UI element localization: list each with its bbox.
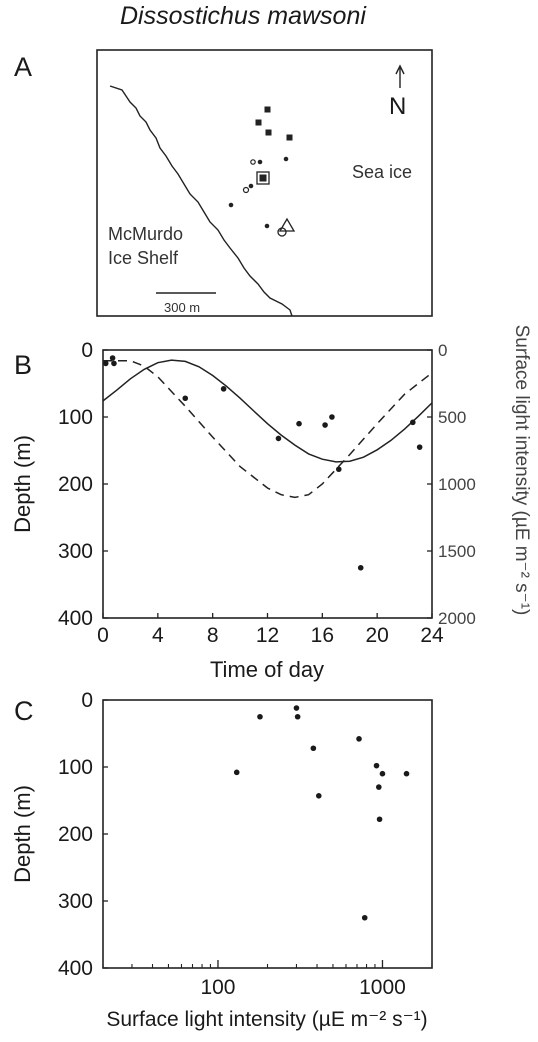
location-marker (257, 159, 263, 165)
y-tick-label: 400 (58, 957, 93, 980)
depth-fit-curve (102, 359, 433, 463)
panel-b-x-ticks: 0 4 8 12 16 20 24 (97, 613, 444, 647)
y-tick-label: 0 (81, 339, 93, 362)
data-point (361, 914, 368, 921)
panel-c-x-label: Surface light intensity (µE m⁻² s⁻¹) (106, 1008, 427, 1031)
location-marker (264, 223, 270, 229)
location-marker (283, 156, 289, 162)
data-point (416, 444, 423, 450)
data-point (275, 435, 282, 442)
light-intensity-curve (103, 359, 433, 499)
y-tick-label: 0 (81, 689, 93, 712)
ice-shelf-label-line1: McMurdo (108, 224, 183, 244)
figure-title: Dissostichus mawsoni (120, 2, 367, 30)
x-tick-label: 4 (152, 624, 164, 647)
panel-c-y-label: Depth (m) (10, 785, 35, 883)
panel-b-x-label: Time of day (210, 657, 324, 682)
data-point (310, 745, 317, 752)
x-tick-label: 12 (256, 624, 279, 647)
data-point (293, 705, 300, 711)
data-point (102, 360, 109, 367)
data-point (296, 420, 302, 427)
x-tick-label: 100 (200, 976, 235, 999)
data-point (403, 770, 410, 777)
data-point (376, 816, 383, 823)
ice-shelf-label-line2: Ice Shelf (108, 248, 179, 268)
y2-tick-label: 2000 (438, 609, 476, 628)
data-point (322, 422, 328, 428)
y2-tick-label: 1500 (438, 542, 476, 561)
y-tick-label: 200 (58, 473, 93, 496)
location-marker-box (256, 171, 270, 185)
panel-b-frame (102, 349, 433, 619)
y-tick-label: 400 (58, 607, 93, 630)
panel-label-a: A (14, 52, 32, 82)
north-label: N (389, 93, 406, 120)
panel-b-points (102, 355, 423, 571)
location-marker (250, 159, 256, 165)
panel-c-x-ticks: 100 1000 (102, 960, 433, 999)
map-frame (96, 49, 433, 317)
y2-tick-label: 0 (438, 341, 447, 360)
data-point (257, 713, 263, 720)
data-point (233, 769, 240, 776)
panel-b-y2-label: Surface light intensity (µE m⁻² s⁻¹) (511, 325, 532, 616)
data-point (373, 762, 380, 769)
panel-b-y-label: Depth (m) (10, 435, 35, 533)
data-point (410, 419, 416, 426)
data-point (315, 793, 322, 799)
data-point (335, 466, 342, 473)
y2-tick-label: 1000 (438, 475, 476, 494)
location-marker (248, 183, 254, 189)
panel-b-y-ticks: 0 100 200 300 400 (58, 339, 108, 630)
location-marker (259, 174, 267, 182)
panel-c-chart: 100 1000 0 100 200 300 400 Surface light inte… (10, 689, 433, 1031)
location-marker (265, 129, 272, 136)
panel-label-c: C (14, 696, 34, 726)
y2-tick-label: 500 (438, 408, 466, 427)
y-tick-label: 100 (58, 756, 93, 779)
data-point (111, 360, 117, 367)
sea-ice-label: Sea ice (352, 162, 412, 182)
ice-shelf-coastline (109, 85, 293, 317)
scale-label: 300 m (164, 300, 200, 315)
x-tick-label: 20 (365, 624, 388, 647)
map-panel: N Sea ice McMurdo Ice Shelf 300 m (96, 49, 433, 317)
y-tick-label: 300 (58, 890, 93, 913)
data-point (329, 414, 335, 420)
x-tick-label: 24 (420, 624, 444, 647)
location-marker (255, 119, 262, 126)
panel-c-y-ticks: 0 100 200 300 400 (58, 689, 108, 980)
data-point (379, 770, 386, 777)
location-marker (286, 134, 293, 141)
panel-label-b: B (14, 350, 32, 380)
x-tick-label: 16 (311, 624, 334, 647)
data-point (376, 784, 382, 790)
x-tick-label: 8 (207, 624, 219, 647)
panel-b-y2-ticks: 0 500 1000 1500 2000 (427, 341, 476, 628)
data-point (220, 386, 227, 392)
data-point (357, 564, 364, 571)
location-marker (277, 227, 287, 237)
panel-c-frame (102, 699, 433, 969)
panel-b-chart: 0 4 8 12 16 20 24 0 100 200 300 400 0 500 1000 1500 20… (10, 325, 532, 682)
location-marker (228, 202, 234, 208)
x-tick-label: 1000 (359, 976, 406, 999)
y-tick-label: 100 (58, 406, 93, 429)
x-tick-label: 0 (97, 624, 109, 647)
location-marker (264, 106, 271, 113)
y-tick-label: 200 (58, 823, 93, 846)
y-tick-label: 300 (58, 540, 93, 563)
fish-locations (228, 106, 296, 237)
location-marker-triangle (278, 217, 296, 232)
data-point (182, 395, 189, 402)
panel-c-points (233, 705, 410, 921)
data-point (294, 713, 301, 720)
location-marker (242, 186, 250, 194)
data-point (356, 736, 362, 742)
north-arrow-head (395, 64, 405, 75)
data-point (109, 355, 116, 361)
